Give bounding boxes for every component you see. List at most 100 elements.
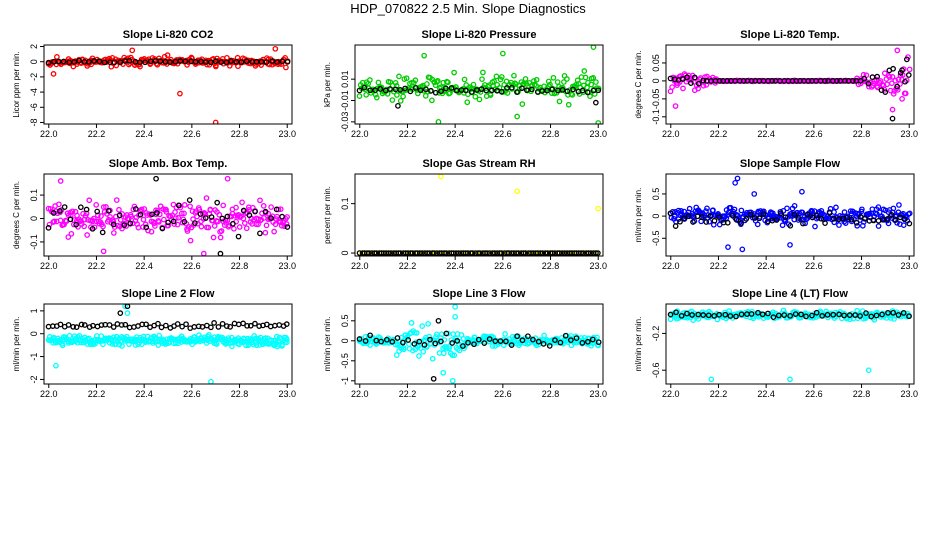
data-point	[523, 81, 530, 87]
reference-point	[700, 312, 707, 318]
reference-point	[691, 74, 698, 81]
reference-point	[724, 219, 731, 226]
y-tick-label: -0.1	[29, 234, 39, 250]
data-point	[98, 213, 104, 219]
reference-point	[549, 86, 556, 93]
reference-point	[705, 312, 712, 319]
reference-point	[224, 213, 231, 220]
reference-point	[174, 321, 181, 327]
reference-point	[432, 340, 439, 347]
reference-point	[777, 210, 784, 217]
y-tick-label: 0	[651, 78, 661, 83]
reference-point	[45, 59, 52, 66]
data-point	[262, 335, 269, 341]
data-point	[278, 222, 285, 229]
data-point	[787, 376, 793, 383]
reference-point	[535, 338, 542, 345]
x-tick-label: 22.2	[710, 261, 728, 271]
y-tick-label: 0	[651, 214, 661, 219]
y-tick-label: -0.03	[340, 112, 350, 133]
data-point	[440, 369, 447, 376]
data-point	[452, 304, 458, 310]
reference-point	[515, 250, 522, 256]
reference-point	[787, 312, 794, 319]
reference-point	[522, 250, 529, 256]
reference-point	[819, 313, 826, 319]
reference-point	[153, 175, 159, 182]
data-point	[456, 347, 463, 354]
reference-point	[685, 213, 692, 219]
reference-point	[514, 89, 520, 95]
y-tick-label: -8	[29, 118, 39, 126]
reference-point	[841, 312, 847, 319]
data-point	[678, 208, 684, 214]
reference-point	[397, 250, 404, 256]
data-point	[865, 367, 872, 374]
data-point	[547, 81, 553, 88]
y-tick-label: -0.01	[340, 90, 350, 111]
data-point	[66, 332, 73, 339]
data-point	[187, 237, 194, 244]
reference-point	[905, 72, 912, 78]
reference-point	[96, 58, 103, 65]
reference-point	[589, 336, 596, 343]
reference-point	[889, 115, 896, 122]
x-tick-label: 22.4	[135, 129, 153, 139]
x-tick-label: 22.0	[40, 389, 58, 399]
data-points	[667, 307, 912, 383]
x-tick-label: 22.8	[231, 261, 249, 271]
reference-point	[183, 321, 189, 328]
data-point	[541, 332, 547, 339]
data-point	[451, 69, 457, 76]
reference-point	[154, 210, 160, 216]
data-point	[424, 81, 430, 87]
data-point	[400, 346, 407, 353]
reference-point	[894, 83, 901, 90]
reference-point	[477, 250, 483, 256]
reference-point	[263, 59, 270, 65]
reference-point	[672, 223, 679, 229]
x-tick-label: 22.6	[183, 261, 201, 271]
data-point	[896, 202, 902, 208]
reference-point	[65, 322, 72, 328]
data-point	[119, 343, 125, 349]
x-tick-label: 22.4	[446, 261, 464, 271]
reference-point	[421, 342, 428, 348]
plot-frame	[665, 303, 915, 385]
y-tick-label: 2	[29, 44, 39, 49]
data-point	[511, 72, 517, 79]
reference-point	[462, 250, 469, 256]
data-point	[799, 209, 806, 216]
data-point	[257, 197, 263, 204]
reference-point	[453, 250, 459, 256]
reference-point	[356, 87, 363, 94]
data-point	[57, 217, 64, 224]
reference-point	[899, 67, 905, 73]
data-point	[174, 221, 181, 228]
reference-point	[384, 336, 390, 343]
data-point	[283, 336, 290, 343]
data-point	[734, 175, 741, 182]
reference-point	[703, 219, 710, 225]
reference-point	[824, 312, 831, 318]
data-point	[464, 99, 471, 106]
data-point	[595, 120, 602, 124]
y-axis-label: degrees C per min.	[12, 181, 21, 249]
data-point	[416, 353, 422, 359]
chart-panel-2: Slope Li-820 Pressure 22.0 22.2 22.4 22.6 22.…	[323, 29, 607, 139]
plot-frame	[354, 303, 604, 385]
data-points	[356, 45, 602, 124]
reference-point	[491, 250, 498, 256]
reference-point	[846, 312, 853, 318]
reference-point	[99, 229, 106, 236]
reference-point	[595, 339, 602, 346]
reference-point	[448, 85, 455, 91]
chart-panel-8: Slope Line 3 Flow 22.0 22.2 22.4 22.6 22.8 23.…	[323, 288, 607, 399]
data-point	[224, 175, 231, 182]
reference-point	[585, 250, 592, 256]
reference-point	[540, 340, 547, 347]
reference-point	[822, 220, 828, 226]
data-point	[198, 223, 205, 230]
data-point	[53, 362, 59, 369]
